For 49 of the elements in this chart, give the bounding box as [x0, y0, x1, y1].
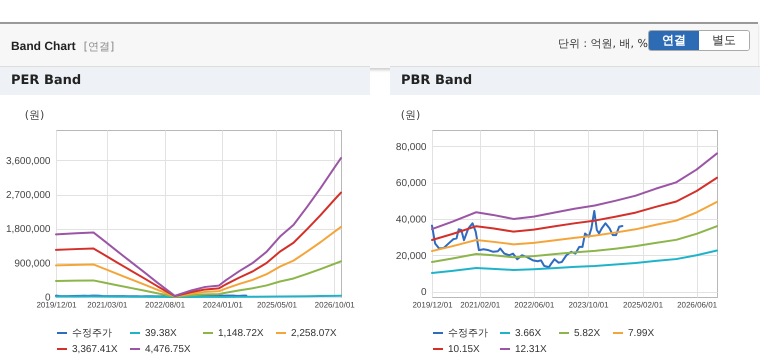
- line-series: [431, 210, 624, 268]
- y-tick-label: 80,000: [396, 142, 427, 153]
- x-tick-label: 2026/10/01: [314, 300, 356, 310]
- x-tick-label: 2022/08/01: [145, 300, 186, 310]
- text: [연결]: [84, 40, 114, 53]
- line-series: [431, 152, 718, 230]
- y-tick-label: 20,000: [396, 250, 427, 262]
- line-series: [431, 200, 718, 252]
- x-tick-label: 2025/02/01: [623, 300, 664, 310]
- x-tick-label: 2026/06/01: [677, 300, 718, 310]
- x-tick-label: 2023/10/01: [568, 300, 610, 310]
- legend-label: 39.38X: [145, 328, 178, 339]
- y-tick-label: 2,700,000: [6, 190, 51, 202]
- legend-label: 4,476.75X: [145, 344, 191, 355]
- text: 연결: [649, 31, 699, 50]
- y-axis-title: (원): [24, 108, 44, 122]
- y-tick-label: 40,000: [396, 214, 427, 226]
- x-tick-label: 2025/05/01: [256, 300, 298, 310]
- chart-title: PBR Band: [390, 66, 760, 95]
- x-tick-label: 2019/12/01: [412, 300, 454, 310]
- legend-label: 3.66X: [515, 328, 542, 339]
- legend-label: 3,367.41X: [72, 344, 118, 355]
- x-tick-label: 2021/02/01: [460, 300, 501, 310]
- y-tick-label: 0: [44, 292, 51, 304]
- y-tick-label: 60,000: [396, 178, 427, 190]
- legend-label: 2,258.07X: [291, 328, 337, 339]
- legend-label: 5.82X: [574, 328, 600, 339]
- legend-label: 12.31X: [515, 344, 548, 355]
- chart-title: PER Band: [0, 66, 370, 95]
- line-series: [431, 250, 718, 274]
- text: Band Chart: [11, 39, 76, 53]
- y-tick-label: 1,800,000: [6, 224, 51, 236]
- y-axis-title: (원): [400, 108, 420, 122]
- y-tick-label: 900,000: [14, 258, 51, 270]
- y-tick-label: 3,600,000: [6, 156, 51, 167]
- line-series: [431, 176, 718, 241]
- legend-label: 10.15X: [448, 344, 480, 355]
- text: 단위 : 억원, 배, %: [558, 36, 648, 51]
- x-tick-label: 2021/03/01: [87, 300, 128, 310]
- legend-label: 수정주가: [72, 328, 112, 339]
- line-series: [431, 225, 718, 263]
- y-tick-label: 0: [420, 287, 427, 298]
- legend-label: 1,148.72X: [218, 328, 264, 339]
- text: 별도: [699, 31, 749, 50]
- x-tick-label: 2024/01/01: [202, 300, 244, 310]
- x-tick-label: 2022/06/01: [514, 300, 555, 310]
- x-tick-label: 2019/12/01: [36, 300, 78, 310]
- legend-label: 수정주가: [448, 328, 488, 339]
- legend-label: 7.99X: [628, 328, 654, 339]
